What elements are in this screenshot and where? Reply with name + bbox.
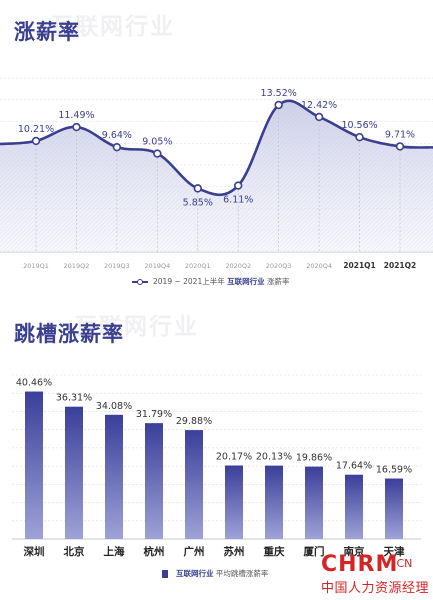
- legend-metric: 涨薪率: [267, 277, 290, 286]
- x-tick-label: 2021Q2: [384, 261, 416, 270]
- x-tick-label: 2020Q3: [266, 262, 292, 270]
- x-tick-label: 2020Q2: [225, 262, 251, 270]
- data-point: [274, 100, 283, 110]
- data-label: 9.64%: [102, 130, 132, 141]
- legend-brand: 互联网行业: [176, 569, 214, 578]
- bar-value-label: 29.88%: [176, 416, 212, 427]
- x-tick-label: 苏州: [224, 545, 245, 558]
- data-point: [355, 132, 364, 142]
- legend-years: 2019 ~ 2021上半年: [153, 277, 225, 286]
- data-label: 13.52%: [261, 88, 297, 99]
- x-tick-label: 2020Q1: [185, 262, 211, 270]
- legend-job-hop-raise: 互联网行业 平均跳槽涨薪率: [162, 568, 268, 579]
- x-tick-label: 上海: [104, 545, 125, 558]
- salary-raise-area-chart: 10.21% 11.49% 9.64% 9.05% 5.85% 6.11% 13.52% 12…: [0, 77, 433, 270]
- bar-value-label: 40.46%: [16, 378, 52, 389]
- x-tick-label: 2019Q3: [104, 262, 130, 270]
- x-tick-label: 天津: [384, 545, 405, 558]
- bar-marker-icon: [162, 569, 168, 578]
- data-label: 12.42%: [301, 100, 337, 111]
- x-tick-label: 2021Q1: [343, 261, 375, 270]
- data-label: 9.71%: [385, 129, 415, 140]
- bar: [25, 391, 43, 539]
- logo-subtitle: 中国人力资源经理: [321, 581, 430, 596]
- data-point: [153, 149, 162, 158]
- bar-value-label: 16.59%: [376, 465, 412, 476]
- data-label: 10.56%: [341, 120, 377, 131]
- bar: [345, 474, 363, 539]
- legend-metric: 平均跳槽涨薪率: [215, 569, 269, 578]
- logo-suffix-text: .CN: [393, 557, 413, 570]
- bar: [265, 465, 283, 539]
- bar-value-label: 17.64%: [336, 461, 372, 472]
- x-tick-label: 厦门: [304, 545, 325, 558]
- chrm-logo: CHRM .CN 中国人力资源经理: [321, 552, 429, 596]
- data-point: [395, 142, 405, 151]
- bar: [145, 423, 163, 539]
- x-tick-label: 深圳: [24, 545, 45, 558]
- data-point: [72, 122, 81, 132]
- data-point: [193, 184, 202, 193]
- bar-value-label: 31.79%: [136, 409, 172, 420]
- data-point: [31, 136, 41, 146]
- bar-value-label: 20.17%: [216, 451, 252, 462]
- bar-value-label: 20.13%: [256, 452, 292, 463]
- bar-value-label: 34.08%: [96, 401, 132, 412]
- data-point: [314, 112, 324, 122]
- x-tick-label: 2019Q4: [144, 262, 170, 270]
- logo-main-text: CHRM: [321, 552, 399, 577]
- data-label: 5.85%: [183, 197, 213, 208]
- bar-value-label: 19.86%: [296, 453, 332, 464]
- legend-brand: 互联网行业: [227, 277, 265, 286]
- data-label: 11.49%: [58, 110, 94, 121]
- x-tick-label: 南京: [344, 545, 365, 558]
- x-tick-label: 广州: [184, 545, 205, 558]
- series-area-hatch: [0, 100, 433, 252]
- data-point: [234, 181, 243, 190]
- bar: [65, 406, 83, 539]
- chart-title-salary-raise: 涨薪率: [14, 20, 80, 44]
- bar: [305, 466, 323, 539]
- x-tick-label: 2019Q2: [64, 262, 90, 270]
- data-label: 9.05%: [142, 137, 172, 148]
- watermark-text: 互联网行业: [50, 14, 175, 40]
- data-label: 10.21%: [18, 124, 54, 135]
- legend-salary-raise: 2019 ~ 2021上半年 互联网行业 涨薪率: [132, 276, 290, 287]
- bar: [225, 465, 243, 539]
- x-tick-label: 2020Q4: [306, 262, 332, 270]
- bar-value-label: 36.31%: [56, 393, 92, 404]
- data-point: [112, 142, 122, 152]
- data-label: 6.11%: [223, 195, 253, 206]
- salary-raise-x-axis: 2019Q1 2019Q2 2019Q3 2019Q4 2020Q1 2020Q2 2020…: [23, 261, 416, 270]
- bar: [185, 430, 203, 539]
- bar: [105, 414, 123, 539]
- x-tick-label: 2019Q1: [23, 262, 49, 270]
- x-tick-label: 杭州: [144, 545, 165, 558]
- x-tick-label: 重庆: [264, 545, 285, 558]
- chart-title-job-hop-raise: 跳槽涨薪率: [14, 322, 124, 346]
- x-tick-label: 北京: [64, 545, 85, 558]
- line-marker-icon: [132, 278, 148, 286]
- watermark-text: 互联网行业: [74, 314, 199, 340]
- bar: [385, 478, 403, 539]
